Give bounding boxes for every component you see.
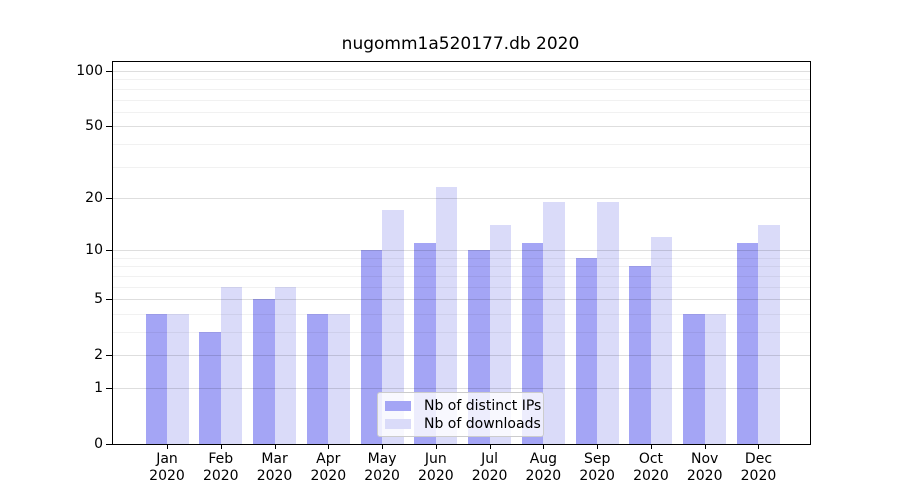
x-tick-mark-jan: [167, 444, 168, 449]
gridline-minor-3: [113, 331, 810, 333]
x-tick-label-oct: Oct 2020: [633, 451, 669, 484]
bar-nb-of-distinct-ips-sep: [575, 257, 598, 444]
bar-nb-of-downloads-jan: [167, 313, 189, 444]
y-tick-mark-0: [106, 444, 112, 445]
gridline-5: [113, 299, 810, 301]
x-tick-label-apr: Apr 2020: [310, 451, 347, 484]
x-tick-label-sep: Sep 2020: [579, 451, 615, 484]
legend: Nb of distinct IPs Nb of downloads: [377, 392, 544, 437]
gridline-minor-7: [113, 275, 810, 277]
y-tick-mark-2: [106, 355, 112, 357]
x-tick-mark-jun: [435, 444, 437, 449]
legend-label-downloads: Nb of downloads: [424, 416, 541, 432]
x-tick-mark-nov: [704, 444, 706, 449]
bar-nb-of-downloads-may: [382, 210, 404, 444]
gridline-minor-70: [113, 99, 810, 101]
y-tick-label-20: 20: [85, 189, 103, 206]
x-tick-mark-sep: [597, 444, 599, 449]
gridline-10: [113, 250, 810, 252]
bar-nb-of-downloads-jun: [435, 187, 458, 444]
x-tick-mark-mar: [274, 444, 276, 449]
y-tick-label-0: 0: [94, 436, 103, 452]
bar-nb-of-downloads-feb: [220, 286, 243, 444]
legend-swatch-distinct-ips: [385, 401, 411, 411]
bar-nb-of-distinct-ips-may: [360, 250, 383, 444]
x-tick-label-dec: Dec 2020: [740, 451, 777, 484]
bar-nb-of-downloads-sep: [597, 201, 619, 444]
x-tick-label-aug: Aug 2020: [525, 451, 562, 484]
bar-nb-of-distinct-ips-oct: [629, 266, 651, 444]
y-tick-label-5: 5: [94, 291, 103, 308]
x-tick-label-jun: Jun 2020: [418, 451, 454, 484]
gridline-minor-8: [113, 266, 810, 268]
gridline-20: [113, 197, 810, 199]
y-tick-mark-50: [106, 126, 112, 128]
gridline-minor-4: [113, 313, 810, 315]
bar-nb-of-downloads-mar: [274, 286, 297, 444]
x-tick-label-jul: Jul 2020: [471, 451, 508, 484]
gridline-minor-80: [113, 88, 810, 90]
x-tick-label-jan: Jan 2020: [149, 451, 185, 484]
gridline-minor-90: [113, 79, 810, 81]
gridline-minor-30: [113, 166, 810, 168]
chart-title: nugomm1a520177.db 2020: [341, 34, 580, 54]
gridline-100: [113, 71, 810, 73]
legend-label-distinct-ips: Nb of distinct IPs: [424, 398, 542, 414]
legend-item-distinct-ips: Nb of distinct IPs: [378, 397, 543, 415]
bar-nb-of-distinct-ips-dec: [736, 243, 759, 444]
bar-nb-of-downloads-apr: [328, 313, 350, 444]
gridline-2: [113, 355, 810, 357]
bar-nb-of-downloads-nov: [704, 313, 727, 444]
x-tick-mark-apr: [328, 444, 330, 449]
bar-nb-of-distinct-ips-mar: [253, 299, 275, 444]
gridline-minor-60: [113, 111, 810, 113]
y-tick-label-50: 50: [85, 118, 103, 135]
x-tick-mark-feb: [220, 444, 222, 449]
y-tick-mark-1: [106, 387, 112, 389]
x-tick-mark-may: [382, 444, 384, 449]
gridline-1: [113, 387, 810, 389]
bar-nb-of-distinct-ips-feb: [199, 331, 221, 444]
y-tick-mark-5: [106, 299, 112, 301]
x-tick-label-feb: Feb 2020: [202, 451, 239, 484]
y-tick-mark-100: [106, 71, 112, 73]
y-tick-label-1: 1: [94, 379, 103, 396]
gridline-minor-40: [113, 143, 810, 145]
x-tick-label-nov: Nov 2020: [686, 451, 723, 484]
bar-nb-of-downloads-jul: [489, 225, 512, 444]
gridline-minor-9: [113, 257, 810, 259]
gridline-50: [113, 126, 810, 128]
y-tick-label-2: 2: [94, 347, 103, 364]
plot-area: 0 1 2 5 10 20 50 100 Jan 2020 Feb 2020 Mar 2020 Apr…: [76, 61, 811, 484]
x-tick-mark-dec: [758, 444, 760, 449]
legend-swatch-downloads: [385, 419, 411, 429]
bar-nb-of-downloads-dec: [758, 225, 780, 444]
bar-nb-of-downloads-aug: [543, 201, 565, 444]
x-tick-mark-oct: [650, 444, 652, 449]
y-tick-label-10: 10: [85, 242, 103, 259]
x-tick-mark-aug: [543, 444, 545, 449]
x-tick-mark-jul: [489, 444, 491, 449]
bar-nb-of-downloads-oct: [650, 236, 673, 444]
bar-nb-of-distinct-ips-nov: [683, 313, 705, 444]
gridline-minor-6: [113, 286, 810, 288]
bar-nb-of-distinct-ips-apr: [306, 313, 329, 444]
bar-nb-of-distinct-ips-jan: [145, 313, 167, 444]
x-tick-label-mar: Mar 2020: [256, 451, 293, 484]
legend-item-downloads: Nb of downloads: [378, 415, 543, 433]
x-tick-label-may: May 2020: [364, 451, 400, 484]
y-tick-label-100: 100: [76, 63, 103, 80]
y-tick-mark-10: [106, 250, 112, 252]
y-tick-mark-20: [106, 197, 112, 199]
